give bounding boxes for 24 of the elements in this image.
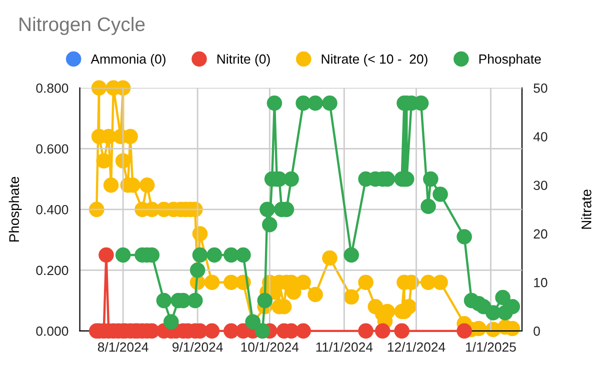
y2-tick-label: 40 bbox=[533, 132, 548, 142]
y2-tick-label: 50 bbox=[534, 83, 548, 93]
x-tick-label: 9/1/2024 bbox=[172, 342, 223, 352]
y2-axis-title: Nitrate bbox=[581, 190, 592, 229]
y-tick-label: 0.600 bbox=[36, 144, 68, 154]
y-tick-label: 0.200 bbox=[36, 266, 68, 276]
y-tick-label: 0.400 bbox=[36, 204, 68, 214]
x-tick-label: 8/1/2024 bbox=[98, 342, 148, 352]
y2-tick-label: 30 bbox=[534, 180, 548, 190]
y-tick-label: 0.000 bbox=[36, 326, 68, 336]
legend-label: Nitrate (< 10 - 20) bbox=[322, 54, 428, 66]
y2-tick-label: 0 bbox=[534, 326, 540, 336]
x-tick-label: 12/1/2024 bbox=[388, 342, 446, 352]
y-axis-title: Phosphate bbox=[8, 176, 22, 242]
x-tick-label: 1/1/2025 bbox=[466, 342, 516, 352]
legend-label: Ammonia (0) bbox=[90, 54, 166, 66]
x-tick-label: 10/1/2024 bbox=[241, 342, 299, 352]
chart-title: Nitrogen Cycle bbox=[20, 16, 145, 36]
legend-label: Phosphate bbox=[479, 54, 541, 66]
legend-label: Nitrite (0) bbox=[217, 54, 270, 66]
y2-tick-label: 20 bbox=[534, 229, 548, 239]
y-tick-label: 0.800 bbox=[36, 83, 68, 93]
y2-tick-label: 10 bbox=[534, 278, 548, 288]
x-tick-label: 11/1/2024 bbox=[316, 342, 373, 352]
